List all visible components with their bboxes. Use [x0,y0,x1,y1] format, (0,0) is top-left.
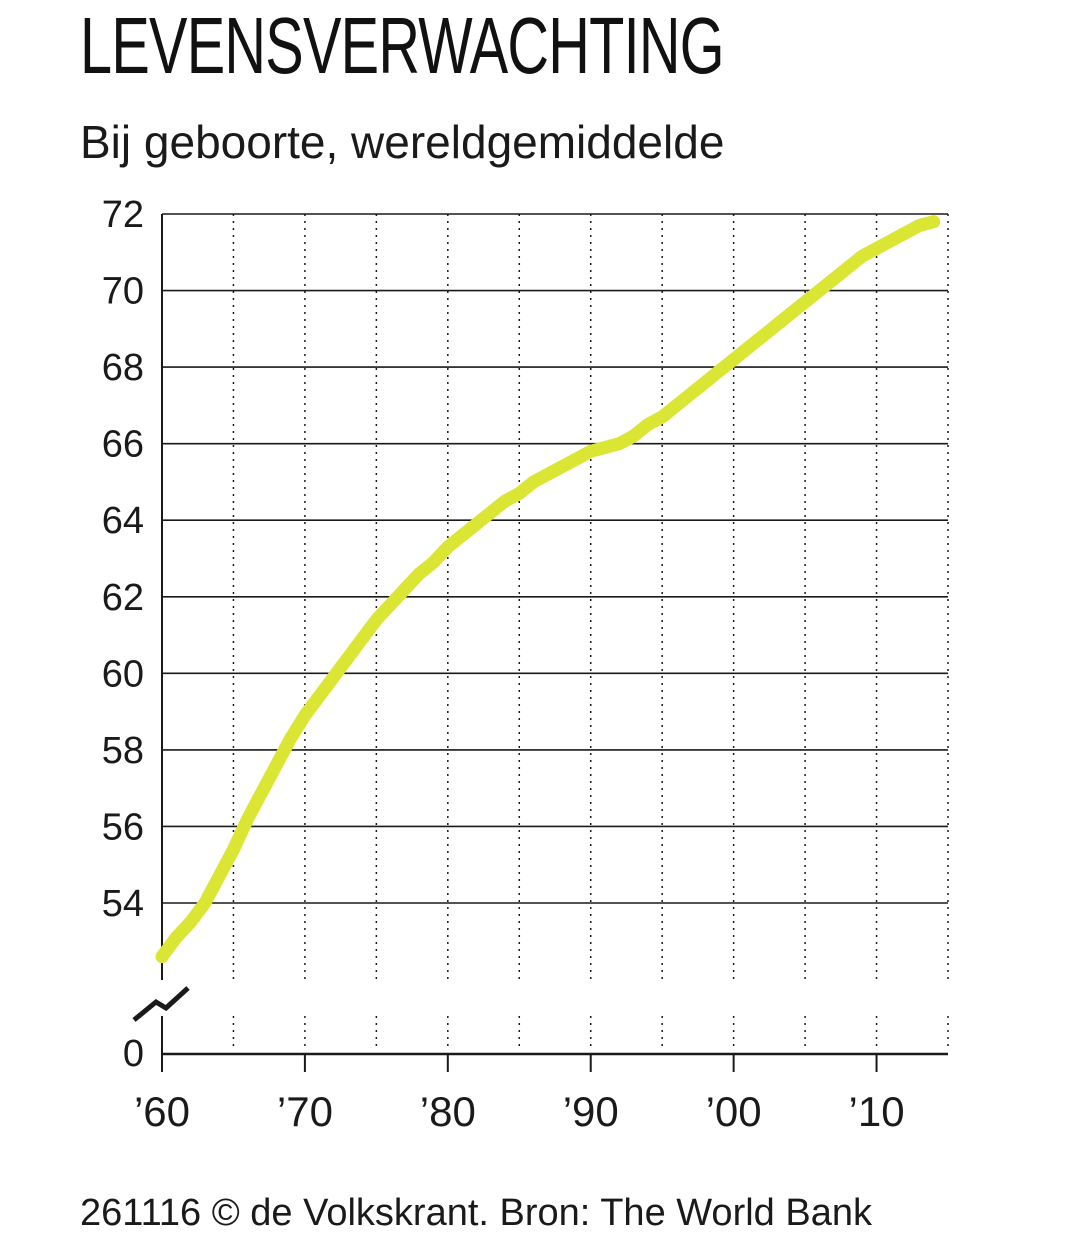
series-group [155,215,941,964]
y-tick-label-64: 64 [102,500,144,542]
y-tick-label-56: 56 [102,806,144,848]
y-tick-label-72: 72 [102,194,144,236]
x-tick-label-2010: ’10 [849,1088,905,1135]
y-tick-label-60: 60 [102,653,144,695]
y-tick-label-62: 62 [102,577,144,619]
y-tick-labels: 72 70 68 66 64 62 60 58 56 54 0 [102,194,144,1075]
chart-subtitle: Bij geboorte, wereldgemiddelde [80,116,725,168]
y-tick-label-68: 68 [102,347,144,389]
x-tick-label-1960: ’60 [134,1088,190,1135]
axes [132,214,948,1056]
y-tick-label-66: 66 [102,424,144,466]
y-tick-label-54: 54 [102,883,144,925]
y-tick-label-58: 58 [102,730,144,772]
x-tick-labels: ’60 ’70 ’80 ’90 ’00 ’10 [134,1054,905,1135]
chart-title: LEVENSVERWACHTING [80,1,725,90]
vertical-gridlines [232,214,949,1050]
y-tick-label-70: 70 [102,271,144,313]
horizontal-gridlines [162,213,948,904]
x-tick-label-1990: ’90 [563,1088,619,1135]
axis-break-icon [132,986,190,1022]
series-line-0 [155,215,941,964]
y-tick-label-zero: 0 [123,1033,144,1075]
source-credit: 261116 © de Volkskrant. Bron: The World … [80,1192,872,1234]
x-tick-label-1970: ’70 [277,1088,333,1135]
x-tick-label-1980: ’80 [420,1088,476,1135]
x-tick-label-2000: ’00 [706,1088,762,1135]
